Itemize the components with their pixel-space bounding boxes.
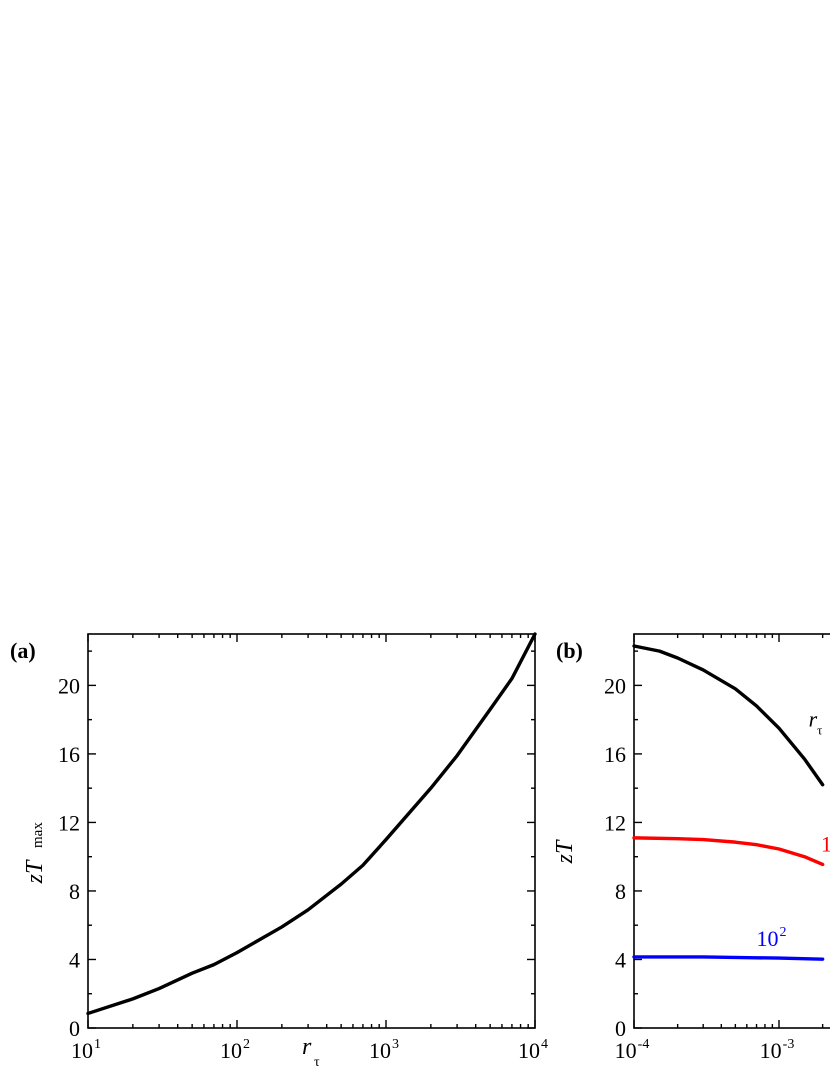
panel-a-chart: 0 4 8 12 16 20 101 102 103 104	[58, 632, 548, 1063]
panel-a-y-tick-label: 16	[58, 742, 80, 767]
panel-b-plot-frame	[633, 633, 830, 1029]
panel-a-y-axis-label-main: zT	[22, 859, 48, 884]
panel-a-y-tick-label: 0	[69, 1016, 80, 1041]
panel-a-x-tick-label: 103	[369, 1037, 399, 1063]
panel-b-series-line-1	[632, 644, 825, 787]
panel-a-x-tick-label: 101	[71, 1037, 101, 1063]
panel-b-y-tick-label: 20	[604, 673, 626, 698]
panel-b-series-line-2	[632, 836, 825, 867]
panel-b-series-annotation-2: 10	[821, 832, 830, 857]
panel-b-label: (b)	[556, 638, 583, 663]
panel-a-y-tick-label: 12	[58, 810, 80, 835]
panel-a-x-tick-label: 102	[220, 1037, 250, 1063]
panel-b-y-tick-label: 0	[615, 1016, 626, 1041]
panel-a-y-tick-label: 20	[58, 673, 80, 698]
panel-b-series-annotation-1: rτ	[809, 707, 823, 738]
panel-b-y-tick-label: 8	[615, 879, 626, 904]
panel-b-chart: 0 4 8 12 16 20 10-4 10-3 rτ 10 102	[604, 633, 830, 1063]
panel-b-x-tick-label: 10-4	[615, 1037, 650, 1063]
panel-a-x-axis-label-subscript: τ	[314, 1055, 320, 1070]
panel-b-y-axis-label: zT	[552, 839, 578, 864]
panel-b-x-tick-label: 10-3	[760, 1037, 795, 1063]
panel-b-series-annotation-3: 102	[757, 925, 787, 951]
panel-a-y-tick-label: 8	[69, 879, 80, 904]
panel-a-y-axis-label: zT max	[22, 822, 48, 885]
panel-b-y-tick-label: 4	[615, 947, 626, 972]
panel-a-series-line-1	[86, 632, 537, 1016]
panel-b-series-line-3	[632, 955, 825, 961]
panel-a-label: (a)	[10, 638, 36, 663]
panel-a-y-tick-label: 4	[69, 947, 80, 972]
panel-a-y-axis-label-subscript: max	[30, 822, 46, 848]
panel-a-x-axis-label: r	[302, 1034, 312, 1060]
panel-b-y-tick-label: 12	[604, 810, 626, 835]
panel-b-y-tick-label: 16	[604, 742, 626, 767]
panel-a-x-axis-label-main: r	[302, 1034, 312, 1060]
panel-b-y-axis-label-main: zT	[552, 839, 578, 864]
panel-a-x-tick-label: 104	[518, 1037, 548, 1063]
panel-a-plot-frame	[87, 633, 536, 1029]
